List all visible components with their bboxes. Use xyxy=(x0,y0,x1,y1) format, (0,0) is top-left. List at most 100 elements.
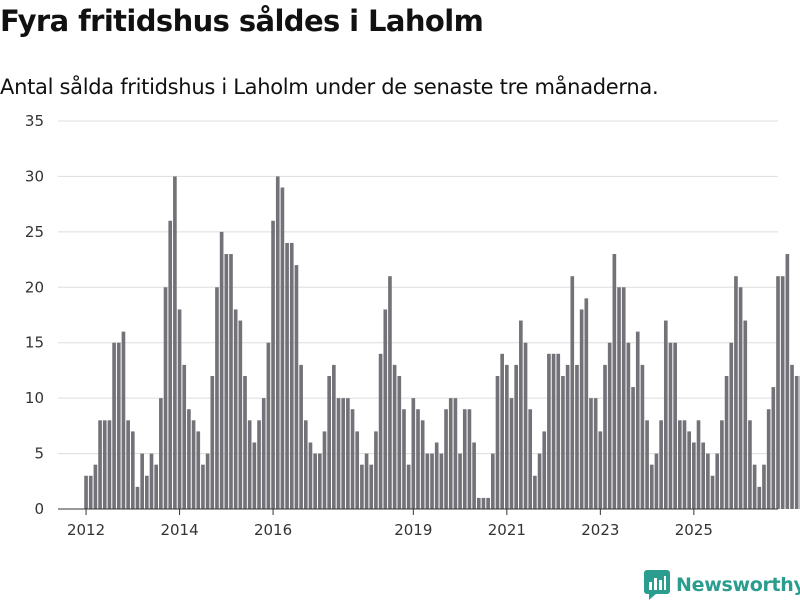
bar-126 xyxy=(673,343,677,509)
bar-114 xyxy=(617,287,621,509)
bar-74 xyxy=(430,454,434,509)
bar-146 xyxy=(767,409,771,509)
bar-68 xyxy=(402,409,406,509)
bar-43 xyxy=(285,243,289,509)
bar-87 xyxy=(491,454,495,509)
bar-41 xyxy=(276,176,280,509)
bar-93 xyxy=(519,321,523,509)
bar-19 xyxy=(173,176,177,509)
bar-21 xyxy=(182,365,186,509)
y-tick-label-15: 15 xyxy=(25,334,44,352)
bar-16 xyxy=(159,398,163,509)
x-tick-label-2016: 2016 xyxy=(254,521,292,539)
axes xyxy=(58,509,778,515)
bar-8 xyxy=(122,332,126,509)
bar-84 xyxy=(477,498,481,509)
bar-138 xyxy=(729,343,733,509)
bar-94 xyxy=(524,343,528,509)
bar-105 xyxy=(575,365,579,509)
bar-141 xyxy=(743,321,747,509)
bar-109 xyxy=(594,398,598,509)
bar-120 xyxy=(645,420,649,509)
bar-66 xyxy=(393,365,397,509)
bar-133 xyxy=(706,454,710,509)
bar-29 xyxy=(220,232,224,509)
bar-44 xyxy=(290,243,294,509)
newsworthy-brand: Newsworthy xyxy=(644,569,800,601)
bar-122 xyxy=(655,454,659,509)
bar-35 xyxy=(248,420,252,509)
bar-36 xyxy=(253,442,257,509)
bar-137 xyxy=(725,376,729,509)
bar-42 xyxy=(281,188,285,509)
bar-132 xyxy=(701,442,705,509)
bar-26 xyxy=(206,454,210,509)
bar-14 xyxy=(150,454,154,509)
bar-4 xyxy=(103,420,107,509)
bar-31 xyxy=(229,254,233,509)
bar-135 xyxy=(715,454,719,509)
bar-45 xyxy=(295,265,299,509)
bar-37 xyxy=(257,420,261,509)
bar-151 xyxy=(790,365,794,509)
bar-145 xyxy=(762,465,766,509)
y-tick-label-30: 30 xyxy=(25,167,44,185)
y-tick-label-20: 20 xyxy=(25,278,44,296)
bar-123 xyxy=(659,420,663,509)
bar-54 xyxy=(337,398,341,509)
bar-25 xyxy=(201,465,205,509)
bar-143 xyxy=(753,465,757,509)
bar-6 xyxy=(112,343,116,509)
bar-12 xyxy=(140,454,144,509)
x-tick-label-2021: 2021 xyxy=(488,521,526,539)
bar-129 xyxy=(687,431,691,509)
bar-104 xyxy=(570,276,574,509)
bar-3 xyxy=(98,420,102,509)
bar-51 xyxy=(323,431,327,509)
bar-57 xyxy=(351,409,355,509)
bar-78 xyxy=(449,398,453,509)
bar-24 xyxy=(196,431,200,509)
bar-73 xyxy=(426,454,430,509)
bar-50 xyxy=(318,454,322,509)
bar-22 xyxy=(187,409,191,509)
bar-80 xyxy=(458,454,462,509)
bar-99 xyxy=(547,354,551,509)
bar-47 xyxy=(304,420,308,509)
bar-91 xyxy=(510,398,514,509)
bar-60 xyxy=(365,454,369,509)
bar-108 xyxy=(589,398,593,509)
y-tick-label-10: 10 xyxy=(25,389,44,407)
y-tick-label-35: 35 xyxy=(25,112,44,130)
bar-98 xyxy=(542,431,546,509)
bar-33 xyxy=(239,321,243,509)
bar-117 xyxy=(631,387,635,509)
bar-139 xyxy=(734,276,738,509)
bar-10 xyxy=(131,431,135,509)
bar-127 xyxy=(678,420,682,509)
x-tick-label-2025: 2025 xyxy=(675,521,713,539)
bar-92 xyxy=(514,365,518,509)
bar-15 xyxy=(154,465,158,509)
bar-124 xyxy=(664,321,668,509)
bar-46 xyxy=(299,365,303,509)
y-tick-label-0: 0 xyxy=(34,500,44,518)
bar-62 xyxy=(374,431,378,509)
bar-70 xyxy=(412,398,416,509)
bar-0 xyxy=(84,476,88,509)
y-tick-label-25: 25 xyxy=(25,223,44,241)
bar-82 xyxy=(468,409,472,509)
bar-150 xyxy=(786,254,790,509)
bar-142 xyxy=(748,420,752,509)
bar-125 xyxy=(669,343,673,509)
bar-58 xyxy=(355,431,359,509)
bar-65 xyxy=(388,276,392,509)
bar-134 xyxy=(711,476,715,509)
bar-79 xyxy=(454,398,458,509)
bar-88 xyxy=(496,376,500,509)
bar-97 xyxy=(538,454,542,509)
bar-30 xyxy=(224,254,228,509)
bar-110 xyxy=(599,431,603,509)
bar-116 xyxy=(627,343,631,509)
bar-55 xyxy=(341,398,345,509)
